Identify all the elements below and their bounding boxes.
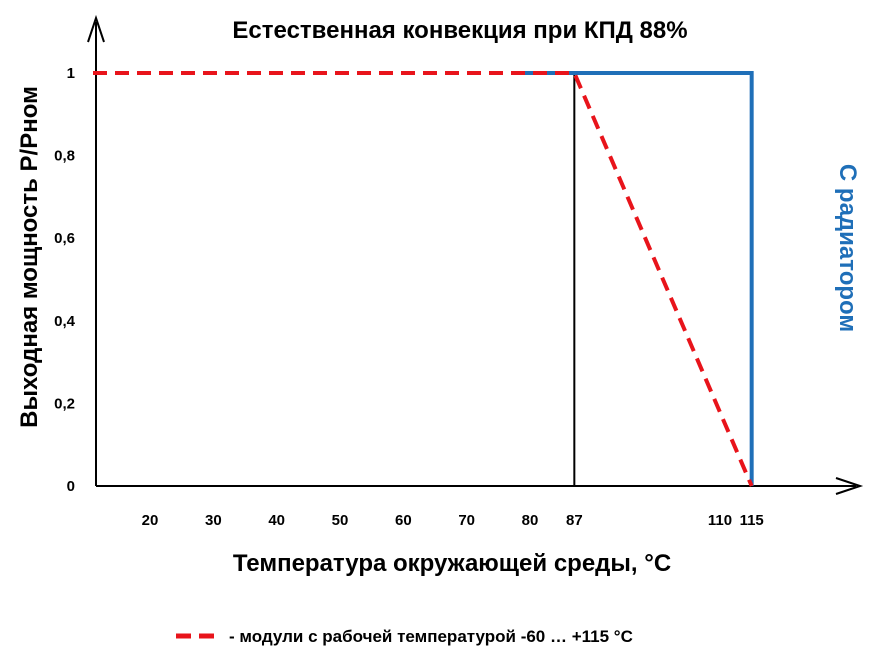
x-axis-title: Температура окружающей среды, °C <box>233 550 671 577</box>
x-tick-label: 115 <box>740 512 764 529</box>
y-tick-label: 0 <box>67 478 75 495</box>
x-axis-arrow <box>835 477 864 495</box>
chart-title: Естественная конвекция при КПД 88% <box>232 17 687 44</box>
x-tick-label: 70 <box>458 512 475 529</box>
y-tick-label: 0,2 <box>54 395 75 412</box>
y-tick-label: 1 <box>67 65 75 82</box>
series-line-red-dashed <box>93 71 754 487</box>
x-tick-label: 60 <box>395 512 412 529</box>
legend: - модули с рабочей температурой -60 … +1… <box>176 627 633 646</box>
y-tick-label: 0,4 <box>54 313 76 330</box>
series-line-blue-radiator <box>517 71 754 486</box>
y-tick-labels: 0 0,2 0,4 0,6 0,8 1 <box>54 65 76 495</box>
x-tick-labels: 20 30 40 50 60 70 80 87 110 115 <box>142 512 764 529</box>
y-axis-arrow <box>87 14 105 43</box>
x-tick-label: 40 <box>268 512 285 529</box>
x-tick-label: 87 <box>566 512 583 529</box>
series-layer <box>93 71 754 487</box>
y-axis-title: Выходная мощность P/Pном <box>16 86 43 428</box>
x-tick-label: 30 <box>205 512 222 529</box>
y-tick-label: 0,8 <box>54 148 75 165</box>
y-tick-label: 0,6 <box>54 230 75 247</box>
x-tick-label: 20 <box>142 512 159 529</box>
annotation-radiator: С радиатором <box>834 164 861 332</box>
legend-label: - модули с рабочей температурой -60 … +1… <box>229 627 633 646</box>
axes <box>87 14 864 495</box>
x-tick-label: 50 <box>332 512 349 529</box>
x-tick-label: 80 <box>522 512 539 529</box>
x-tick-label: 110 <box>708 512 732 529</box>
